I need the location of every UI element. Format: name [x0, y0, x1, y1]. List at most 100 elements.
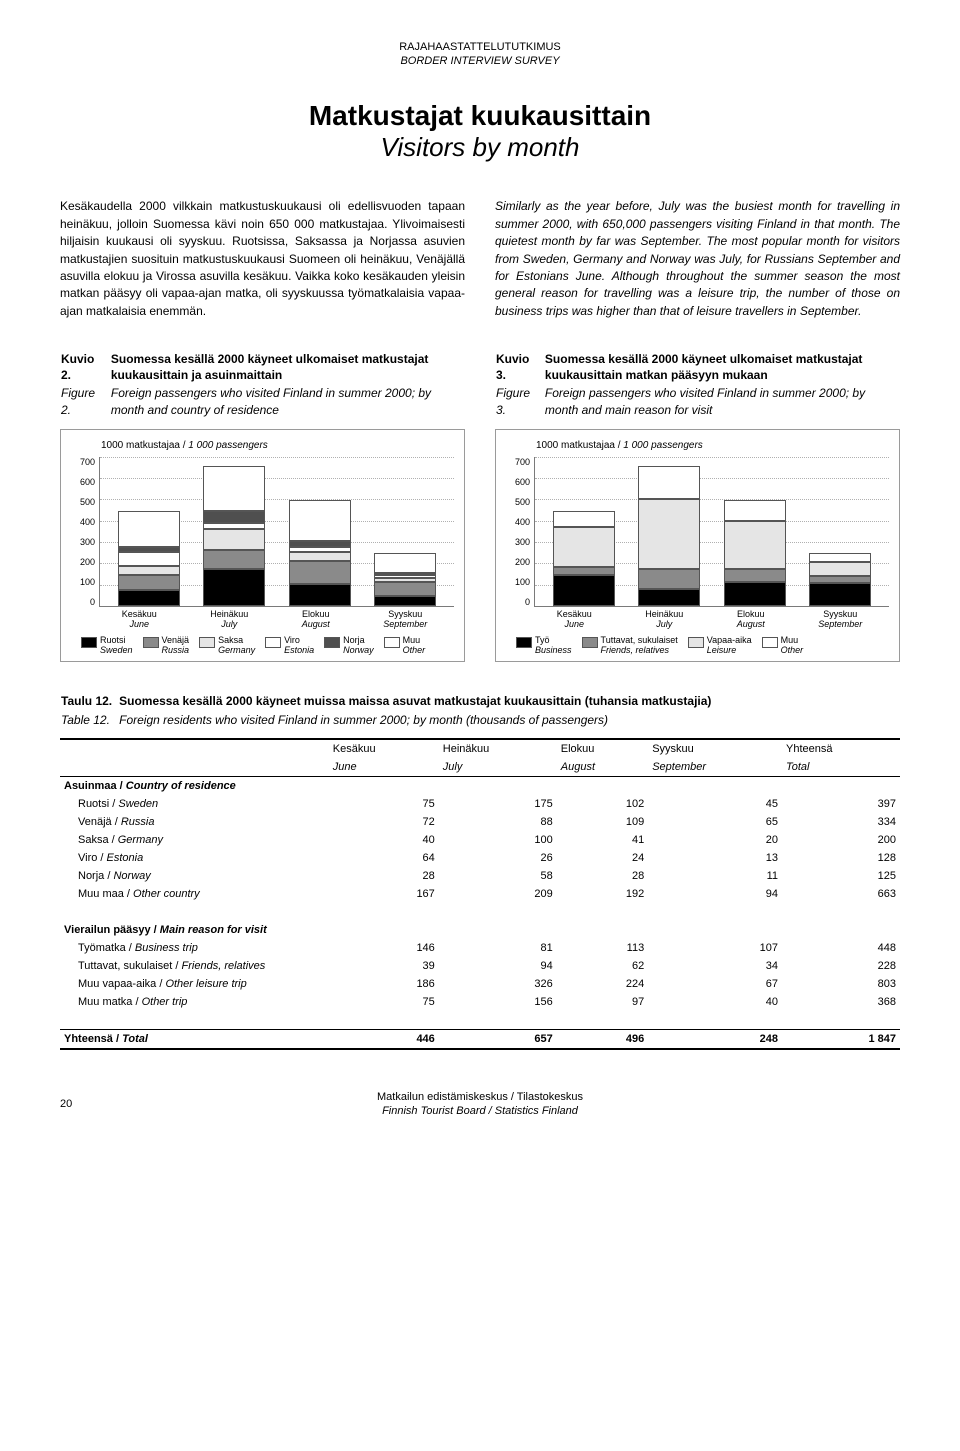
figure-2-y-title: 1000 matkustajaa / 1 000 passengers: [101, 440, 454, 451]
bar-segment: [553, 575, 615, 606]
legend-item: Tuttavat, sukulaisetFriends, relatives: [582, 636, 678, 656]
legend-item: VenäjäRussia: [143, 636, 190, 656]
bar-column: [374, 457, 436, 606]
y-tick: 700: [506, 457, 530, 467]
table-cell: 224: [557, 975, 648, 993]
table-cell: 64: [329, 849, 439, 867]
figure-2-y-title-en: 1 000 passengers: [186, 440, 268, 451]
page-title: Matkustajat kuukausittain Visitors by mo…: [60, 99, 900, 164]
table-cell: 446: [329, 1030, 439, 1050]
table-12: Taulu 12. Suomessa kesällä 2000 käyneet …: [60, 692, 900, 1050]
figure-2-kuvio-label: Kuvio 2.: [61, 352, 94, 382]
row-label: Saksa / Germany: [60, 831, 329, 849]
legend-item: Vapaa-aikaLeisure: [688, 636, 752, 656]
figure-3: Kuvio 3. Suomessa kesällä 2000 käyneet u…: [495, 350, 900, 662]
table-cell: 156: [439, 993, 557, 1011]
legend-item: RuotsiSweden: [81, 636, 133, 656]
legend-label: NorjaNorway: [343, 636, 374, 656]
bar-segment: [203, 569, 265, 606]
legend-label: MuuOther: [403, 636, 426, 656]
legend-swatch: [143, 637, 159, 648]
row-label: Viro / Estonia: [60, 849, 329, 867]
table-cell: 26: [439, 849, 557, 867]
table-row: Muu matka / Other trip751569740368: [60, 993, 900, 1011]
legend-item: ViroEstonia: [265, 636, 314, 656]
table-cell: 368: [782, 993, 900, 1011]
bar-segment: [638, 569, 700, 589]
table-cell: 94: [439, 957, 557, 975]
figure-3-title-en: Foreign passengers who visited Finland i…: [545, 386, 865, 416]
page-container: RAJAHAASTATTELUTUTKIMUS BORDER INTERVIEW…: [0, 0, 960, 1149]
table-cell: 200: [782, 831, 900, 849]
bar-segment: [203, 529, 265, 550]
bar-segment: [203, 550, 265, 569]
legend-item: MuuOther: [762, 636, 804, 656]
table-cell: 146: [329, 939, 439, 957]
y-tick: 400: [71, 517, 95, 527]
bar-segment: [374, 553, 436, 573]
bar-segment: [724, 569, 786, 582]
figure-2-plot: [99, 457, 454, 607]
bar-segment: [289, 500, 351, 541]
table-12-title-en: Foreign residents who visited Finland in…: [119, 713, 608, 727]
table-cell: 100: [439, 831, 557, 849]
figure-2-caption: Kuvio 2. Suomessa kesällä 2000 käyneet u…: [60, 350, 465, 419]
table-cell: 448: [782, 939, 900, 957]
table-col-en: July: [439, 758, 557, 777]
y-tick: 100: [71, 577, 95, 587]
figure-2: Kuvio 2. Suomessa kesällä 2000 käyneet u…: [60, 350, 465, 662]
legend-swatch: [265, 637, 281, 648]
bar-segment: [724, 500, 786, 521]
bar-segment: [638, 466, 700, 499]
table-col-fi: Heinäkuu: [439, 739, 557, 758]
table-cell: 58: [439, 867, 557, 885]
figure-2-y-axis: 0100200300400500600700: [71, 457, 99, 607]
page-title-fi: Matkustajat kuukausittain: [60, 99, 900, 133]
table-col-en: September: [648, 758, 782, 777]
table-col-fi: Kesäkuu: [329, 739, 439, 758]
table-cell: 41: [557, 831, 648, 849]
page-title-en: Visitors by month: [60, 132, 900, 163]
figure-3-title-fi: Suomessa kesällä 2000 käyneet ulkomaiset…: [545, 352, 863, 382]
figure-2-title-en: Foreign passengers who visited Finland i…: [111, 386, 431, 416]
footer-en: Finnish Tourist Board / Statistics Finla…: [90, 1104, 870, 1118]
y-tick: 200: [506, 557, 530, 567]
table-cell: 209: [439, 885, 557, 903]
table-cell: 75: [329, 993, 439, 1011]
total-label: Yhteensä / Total: [60, 1030, 329, 1050]
body-columns: Kesäkaudella 2000 vilkkain matkustuskuuk…: [60, 198, 900, 320]
legend-label: SaksaGermany: [218, 636, 255, 656]
y-tick: 300: [71, 537, 95, 547]
bar-segment: [553, 567, 615, 575]
table-cell: 175: [439, 795, 557, 813]
table-cell: 113: [557, 939, 648, 957]
x-tick: KesäkuuJune: [557, 610, 592, 630]
table-cell: 81: [439, 939, 557, 957]
bar-segment: [374, 582, 436, 596]
table-cell: 228: [782, 957, 900, 975]
figure-3-plot: [534, 457, 889, 607]
y-tick: 0: [506, 597, 530, 607]
table-cell: 803: [782, 975, 900, 993]
figure-2-x-axis: KesäkuuJuneHeinäkuuJulyElokuuAugustSyysk…: [95, 610, 454, 630]
row-label: Venäjä / Russia: [60, 813, 329, 831]
row-label: Muu maa / Other country: [60, 885, 329, 903]
legend-label: VenäjäRussia: [162, 636, 190, 656]
table-cell: 192: [557, 885, 648, 903]
figure-3-y-title-en: 1 000 passengers: [621, 440, 703, 451]
table-cell: 128: [782, 849, 900, 867]
bar-segment: [374, 596, 436, 606]
bar-segment: [553, 511, 615, 527]
table-cell: 334: [782, 813, 900, 831]
bar-column: [809, 457, 871, 606]
table-cell: 20: [648, 831, 782, 849]
bar-segment: [553, 527, 615, 567]
figure-3-kuvio-label: Kuvio 3.: [496, 352, 529, 382]
y-tick: 300: [506, 537, 530, 547]
x-tick: SyyskuuSeptember: [818, 610, 862, 630]
table-col-en: June: [329, 758, 439, 777]
legend-swatch: [199, 637, 215, 648]
table-cell: 125: [782, 867, 900, 885]
table-cell: 94: [648, 885, 782, 903]
table-cell: 248: [648, 1030, 782, 1050]
